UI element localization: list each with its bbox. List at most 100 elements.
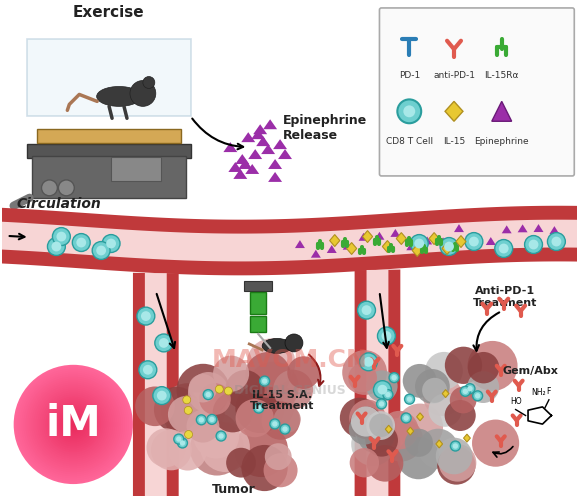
Polygon shape (549, 226, 559, 234)
Circle shape (39, 391, 107, 458)
Circle shape (58, 180, 74, 196)
Circle shape (342, 350, 387, 395)
Circle shape (376, 399, 387, 409)
Circle shape (218, 433, 224, 439)
Circle shape (43, 395, 103, 454)
Circle shape (245, 352, 291, 398)
Polygon shape (329, 235, 340, 247)
Circle shape (189, 374, 217, 403)
FancyBboxPatch shape (27, 144, 190, 158)
Circle shape (340, 398, 380, 438)
Circle shape (69, 421, 77, 429)
Polygon shape (251, 129, 265, 139)
Circle shape (137, 307, 155, 325)
Circle shape (21, 373, 125, 476)
Text: Exercise: Exercise (72, 5, 144, 20)
Polygon shape (239, 159, 252, 169)
Circle shape (199, 383, 231, 415)
Circle shape (179, 440, 185, 446)
Polygon shape (268, 159, 282, 169)
FancyBboxPatch shape (27, 39, 190, 116)
Polygon shape (407, 427, 414, 435)
Circle shape (262, 401, 300, 440)
Circle shape (53, 228, 70, 246)
Circle shape (188, 372, 229, 413)
Circle shape (259, 376, 270, 386)
Circle shape (199, 417, 204, 423)
Polygon shape (145, 273, 167, 496)
Circle shape (235, 384, 284, 433)
Polygon shape (295, 240, 305, 248)
Circle shape (367, 411, 395, 440)
Circle shape (242, 379, 295, 432)
Circle shape (174, 434, 184, 444)
Circle shape (362, 305, 372, 315)
Circle shape (469, 237, 479, 247)
Polygon shape (518, 225, 527, 233)
Text: IL-15: IL-15 (443, 137, 465, 146)
Circle shape (254, 403, 263, 413)
Polygon shape (470, 240, 480, 248)
Circle shape (20, 371, 127, 478)
Circle shape (72, 234, 90, 251)
Circle shape (102, 235, 120, 252)
FancyBboxPatch shape (31, 156, 186, 198)
Circle shape (415, 369, 450, 404)
FancyBboxPatch shape (244, 281, 272, 291)
Circle shape (285, 334, 303, 352)
Circle shape (348, 363, 377, 392)
Circle shape (206, 392, 211, 397)
Circle shape (397, 437, 439, 479)
Circle shape (453, 443, 458, 449)
Circle shape (468, 352, 499, 383)
Circle shape (397, 99, 421, 123)
Polygon shape (486, 237, 496, 245)
Polygon shape (375, 232, 384, 240)
Circle shape (16, 367, 131, 482)
Circle shape (350, 448, 379, 478)
Text: IL-15Rα: IL-15Rα (485, 70, 519, 79)
Circle shape (287, 356, 320, 389)
Circle shape (141, 311, 151, 321)
Circle shape (143, 365, 153, 375)
Circle shape (71, 423, 75, 427)
Circle shape (472, 420, 519, 467)
Circle shape (176, 436, 181, 442)
Polygon shape (492, 101, 512, 121)
Circle shape (52, 242, 61, 251)
Circle shape (42, 180, 57, 196)
Circle shape (34, 385, 113, 464)
Polygon shape (2, 220, 577, 261)
Polygon shape (354, 269, 400, 496)
Circle shape (151, 430, 192, 471)
Circle shape (525, 236, 543, 253)
Circle shape (28, 379, 119, 470)
Circle shape (135, 386, 175, 426)
Circle shape (241, 445, 288, 491)
Circle shape (53, 405, 93, 444)
Circle shape (38, 389, 109, 460)
Circle shape (422, 378, 447, 403)
Circle shape (262, 378, 267, 384)
Polygon shape (273, 139, 287, 149)
Circle shape (418, 429, 458, 469)
FancyBboxPatch shape (379, 8, 574, 176)
Circle shape (139, 361, 157, 379)
Polygon shape (442, 243, 452, 254)
Text: Gem/Abx: Gem/Abx (503, 366, 559, 376)
Circle shape (272, 421, 277, 427)
Polygon shape (228, 162, 242, 172)
Circle shape (467, 371, 499, 403)
Polygon shape (256, 136, 270, 146)
Circle shape (366, 370, 398, 402)
Circle shape (209, 417, 215, 422)
Circle shape (168, 433, 207, 471)
Polygon shape (223, 142, 237, 152)
Polygon shape (278, 149, 292, 159)
Circle shape (369, 414, 393, 437)
Circle shape (355, 412, 394, 452)
Polygon shape (396, 233, 406, 245)
Circle shape (215, 385, 223, 393)
Text: HO: HO (510, 397, 522, 406)
Circle shape (467, 386, 472, 391)
